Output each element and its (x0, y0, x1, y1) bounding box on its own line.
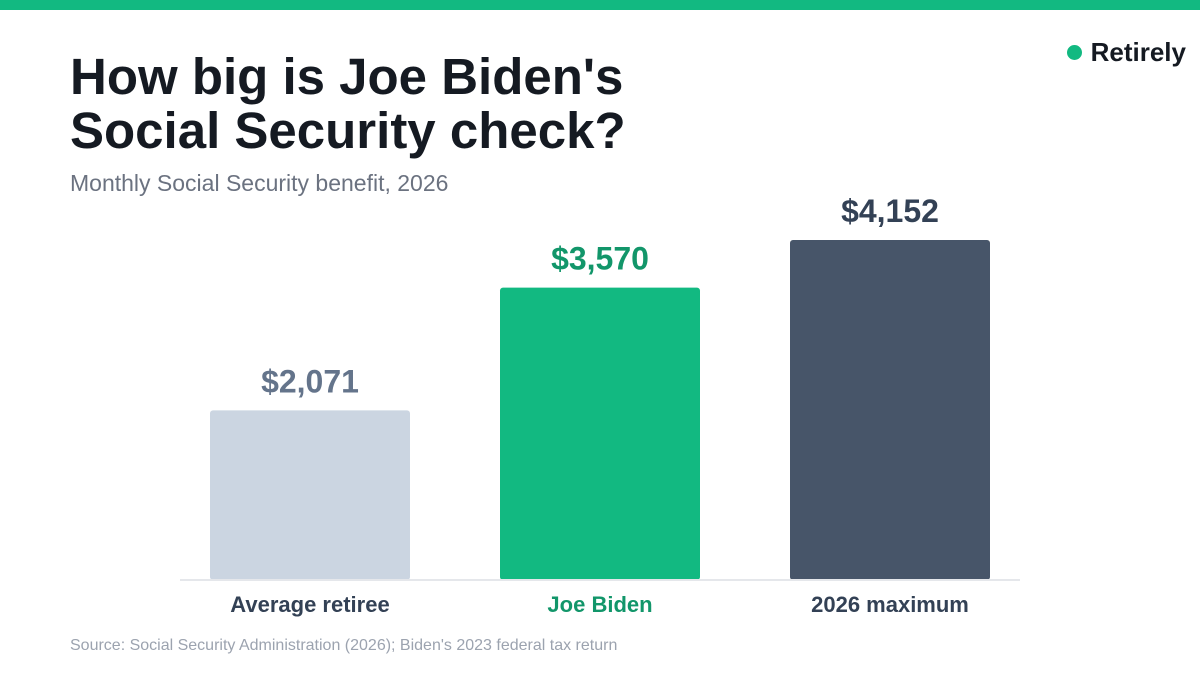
bar-2 (790, 240, 990, 580)
bar-value-label-2: $4,152 (841, 193, 939, 229)
chart-title: How big is Joe Biden's Social Security c… (70, 48, 626, 159)
bar-value-label-1: $3,570 (551, 241, 649, 277)
category-label-1: Joe Biden (547, 592, 652, 617)
bar-1 (500, 287, 700, 580)
top-accent-bar (0, 0, 1200, 10)
bar-0 (210, 410, 410, 580)
source-note: Source: Social Security Administration (… (70, 637, 618, 654)
brand-dot-icon (1066, 45, 1082, 60)
brand-name: Retirely (1090, 37, 1186, 67)
chart-subtitle: Monthly Social Security benefit, 2026 (70, 170, 449, 196)
brand-logo: Retirely (1066, 37, 1186, 68)
bar-value-label-0: $2,071 (261, 363, 359, 399)
category-label-2: 2026 maximum (811, 592, 969, 617)
category-label-0: Average retiree (230, 592, 389, 617)
